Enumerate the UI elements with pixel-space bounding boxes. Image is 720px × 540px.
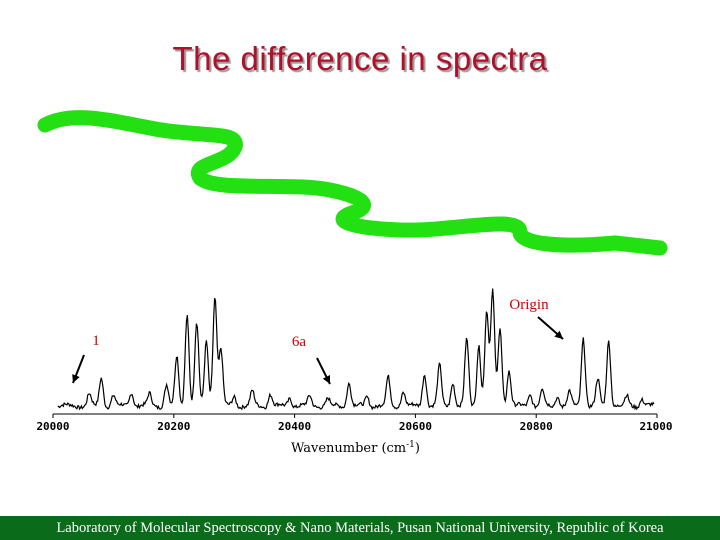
- arrowhead: [72, 374, 80, 383]
- peak-annotation-label: 1: [92, 333, 100, 349]
- arrowhead: [322, 375, 330, 384]
- x-tick-label: 20400: [278, 420, 311, 433]
- x-tick-label: 20200: [157, 420, 190, 433]
- x-tick-label: 21000: [639, 420, 672, 433]
- peak-annotation-label: 6a: [292, 334, 307, 350]
- green-wave: [37, 110, 668, 256]
- peak-annotation-label: Origin: [509, 297, 549, 313]
- page-title: The difference in spectra: [172, 40, 548, 77]
- x-tick-label: 20600: [399, 420, 432, 433]
- arrowhead: [554, 330, 563, 339]
- spectrum-chart: 20000 20200 20400 20600 20800 21000 1 6a Origin…: [36, 288, 673, 456]
- footer-banner: Laboratory of Molecular Spectroscopy & N…: [0, 516, 720, 540]
- x-tick-label: 20800: [520, 420, 553, 433]
- x-tick-label: 20000: [36, 420, 69, 433]
- spectrum-line: [57, 288, 655, 411]
- x-axis-label: Wavenumber (cm-1): [291, 440, 420, 456]
- wavy-path-decoration: [37, 110, 668, 256]
